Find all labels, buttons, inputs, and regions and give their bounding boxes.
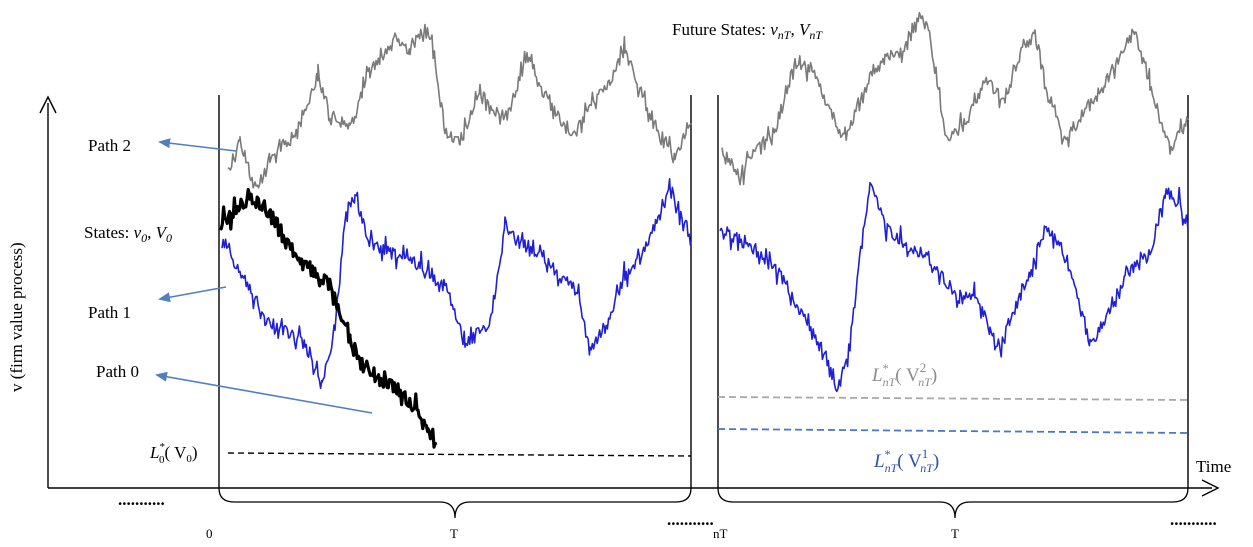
threshold-label-gray: L* nT( V2 nT) xyxy=(871,360,937,389)
arrow-path2 xyxy=(158,138,237,152)
tick-label-nT: nT xyxy=(713,526,728,541)
ellipsis-right: ........... xyxy=(1170,510,1217,529)
time-brace-1 xyxy=(218,487,692,519)
path1-label: Path 1 xyxy=(88,303,131,322)
path2-segment-2 xyxy=(721,11,1189,186)
threshold-label-blue: L* nT( V1 nT) xyxy=(873,446,939,475)
x-axis-arrowhead xyxy=(1201,479,1220,497)
path0-segment xyxy=(219,188,438,449)
path0-label: Path 0 xyxy=(96,362,139,381)
threshold-line-blue xyxy=(717,428,1189,434)
arrow-path0 xyxy=(155,371,373,414)
ellipsis-left: ........... xyxy=(118,490,165,509)
time-brace-2 xyxy=(717,487,1189,519)
path1-segment-1 xyxy=(221,178,692,390)
tick-label-zero: 0 xyxy=(206,526,213,541)
threshold-label-l0: L* 0( V0) xyxy=(149,441,198,466)
future-states-label: Future States: νnT, VnT xyxy=(672,20,823,42)
path2-label: Path 2 xyxy=(88,136,131,155)
y-axis-label: v (firm value process) xyxy=(7,242,26,392)
time-label: Time xyxy=(1196,457,1231,476)
path1-segment-2 xyxy=(719,181,1189,393)
sample-paths xyxy=(219,11,1189,449)
path2-segment-1 xyxy=(227,23,692,189)
arrow-path1 xyxy=(158,286,227,303)
states-label: States: ν0, V0 xyxy=(84,223,172,245)
tick-label-T1: T xyxy=(450,526,458,541)
y-axis-arrowhead xyxy=(39,95,57,114)
threshold-line-gray xyxy=(717,396,1189,401)
tick-label-T2: T xyxy=(951,526,959,541)
threshold-line-l0 xyxy=(227,452,692,457)
ellipsis-mid: ........... xyxy=(667,510,714,529)
